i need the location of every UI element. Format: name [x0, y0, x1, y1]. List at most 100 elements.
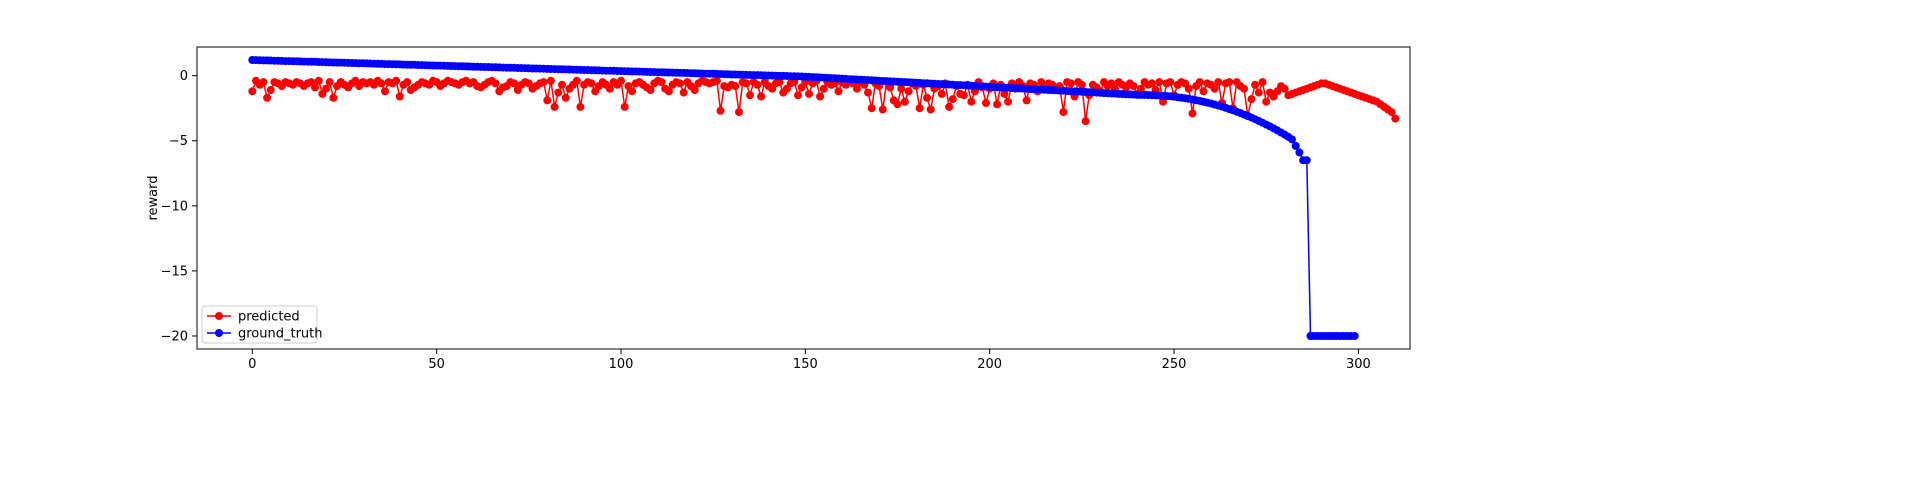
- y-tick-label: −5: [169, 134, 188, 149]
- data-point-predicted: [690, 86, 699, 94]
- data-point-predicted: [926, 105, 935, 114]
- data-point-predicted: [1188, 109, 1197, 118]
- data-point-predicted: [716, 106, 725, 115]
- legend-marker: [215, 312, 223, 320]
- data-point-predicted: [1059, 108, 1068, 117]
- data-point-predicted: [1258, 78, 1267, 87]
- data-point-predicted: [834, 87, 843, 96]
- x-tick-label: 250: [1162, 357, 1187, 372]
- data-point-predicted: [248, 87, 257, 96]
- data-point-predicted: [937, 89, 946, 98]
- data-point-predicted: [676, 79, 684, 88]
- data-point-predicted: [1004, 97, 1013, 106]
- y-tick-label: 0: [180, 69, 188, 84]
- legend-item-ground_truth: ground_truth: [207, 327, 323, 342]
- data-point-predicted: [510, 79, 519, 88]
- x-tick-label: 200: [977, 357, 1002, 372]
- data-point-predicted: [1066, 79, 1075, 88]
- data-point-predicted: [886, 83, 895, 92]
- data-point-predicted: [1251, 80, 1260, 89]
- data-point-predicted: [1262, 97, 1271, 106]
- data-point-predicted: [915, 104, 924, 113]
- data-point-predicted: [381, 87, 389, 96]
- data-point-predicted: [664, 87, 673, 96]
- data-point-predicted: [1387, 108, 1396, 117]
- data-point-predicted: [561, 93, 570, 102]
- y-axis-label: reward: [146, 175, 161, 220]
- data-point-predicted: [878, 105, 887, 114]
- data-point-predicted: [967, 97, 976, 106]
- data-point-predicted: [805, 89, 813, 98]
- data-point-predicted: [1210, 84, 1219, 93]
- data-point-predicted: [1147, 79, 1156, 88]
- data-point-ground_truth: [1302, 156, 1311, 165]
- data-point-predicted: [403, 78, 412, 87]
- data-point-predicted: [816, 92, 825, 101]
- data-point-predicted: [1254, 88, 1263, 97]
- x-axis: 0 50 100 150 200 250 300: [248, 349, 1371, 372]
- legend: predicted ground_truth: [201, 305, 323, 344]
- data-point-predicted: [1195, 78, 1204, 87]
- data-point-predicted: [731, 82, 740, 91]
- y-tick-label: −10: [161, 199, 188, 214]
- data-point-predicted: [982, 99, 990, 107]
- data-point-predicted: [329, 93, 338, 102]
- data-point-predicted: [923, 93, 931, 102]
- data-point-predicted: [263, 93, 272, 102]
- data-point-predicted: [1225, 78, 1234, 87]
- data-point-predicted: [491, 79, 500, 88]
- data-point-predicted: [311, 83, 319, 92]
- data-point-predicted: [746, 91, 754, 100]
- data-point-predicted: [1081, 117, 1090, 126]
- data-point-predicted: [1166, 78, 1175, 87]
- data-point-predicted: [1129, 82, 1138, 91]
- data-point-predicted: [266, 86, 275, 94]
- data-point-predicted: [550, 102, 559, 111]
- legend-label: predicted: [238, 310, 300, 325]
- data-point-predicted: [867, 104, 876, 113]
- data-point-ground_truth: [1350, 332, 1359, 340]
- data-point-predicted: [325, 78, 334, 87]
- data-point-predicted: [1184, 84, 1193, 93]
- data-point-predicted: [794, 91, 802, 100]
- data-point-predicted: [646, 86, 655, 94]
- data-point-predicted: [1391, 114, 1400, 123]
- legend-marker: [215, 329, 223, 337]
- data-point-predicted: [322, 84, 330, 93]
- data-point-predicted: [1214, 78, 1223, 87]
- data-point-predicted: [819, 84, 828, 93]
- data-point-predicted: [628, 87, 637, 96]
- data-point-predicted: [712, 76, 721, 85]
- data-point-predicted: [395, 92, 404, 101]
- data-point-predicted: [757, 92, 766, 101]
- data-point-predicted: [617, 76, 625, 85]
- series-ground_truth: [248, 56, 1359, 340]
- data-point-predicted: [993, 100, 1002, 109]
- data-point-predicted: [392, 76, 401, 85]
- data-point-predicted: [742, 79, 751, 88]
- data-point-predicted: [554, 88, 563, 97]
- data-point-predicted: [620, 102, 629, 111]
- x-tick-label: 150: [793, 357, 818, 372]
- data-point-predicted: [1000, 89, 1009, 98]
- data-point-predicted: [948, 95, 957, 104]
- data-point-ground_truth: [1288, 135, 1296, 144]
- data-point-predicted: [1199, 87, 1208, 96]
- x-tick-label: 100: [609, 357, 634, 372]
- data-point-predicted: [1240, 84, 1249, 93]
- data-point-predicted: [790, 78, 799, 87]
- data-point-predicted: [572, 76, 581, 85]
- data-point-predicted: [753, 80, 762, 89]
- data-point-predicted: [1022, 96, 1031, 105]
- x-tick-label: 300: [1346, 357, 1371, 372]
- data-point-predicted: [1077, 80, 1086, 89]
- data-point-predicted: [558, 80, 566, 89]
- data-point-predicted: [775, 78, 784, 87]
- data-point-predicted: [900, 97, 909, 106]
- plot-area: [248, 56, 1400, 340]
- data-point-predicted: [1247, 95, 1256, 104]
- data-point-predicted: [864, 88, 872, 97]
- data-point-predicted: [539, 78, 548, 87]
- y-tick-label: −20: [161, 329, 188, 344]
